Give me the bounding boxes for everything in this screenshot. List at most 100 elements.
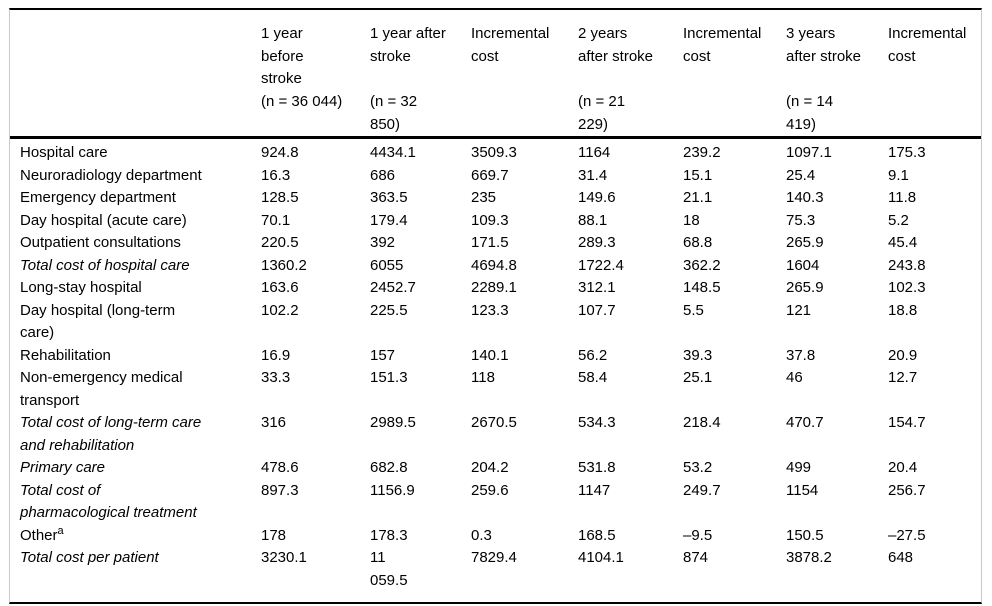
table-row: Othera 178 178.3 0.3 168.5 –9.5 150.5 –27.5 xyxy=(10,525,981,548)
cell-value: 316 xyxy=(261,414,287,431)
header-title: Incremental cost xyxy=(888,25,967,65)
cell-value: 102.3 xyxy=(888,279,926,296)
cell-value: 2452.7 xyxy=(370,279,416,296)
row-label: Total cost of pharmacological treatment xyxy=(20,481,197,522)
row-label: Non-emergency medical transport xyxy=(20,369,183,409)
cell-value: 58.4 xyxy=(578,369,608,386)
cell-value: 128.5 xyxy=(261,189,299,206)
cell-value: 178.3 xyxy=(370,526,408,544)
cell-value: 25.1 xyxy=(683,369,713,386)
cell-value: 1154 xyxy=(786,481,819,499)
cell-value: 259.6 xyxy=(471,481,509,499)
cell-value: 168.5 xyxy=(578,526,616,544)
cell-value: 11 059.5 xyxy=(370,549,408,589)
cell-value: 3230.1 xyxy=(261,549,307,566)
cell-value: 265.9 xyxy=(786,234,824,251)
cell-value: 534.3 xyxy=(578,414,616,431)
cost-table: 1 year before stroke (n = 36 044) 1 year… xyxy=(10,10,981,602)
cell-value: 648 xyxy=(888,549,914,566)
cell-value: 46 xyxy=(786,369,803,386)
header-cell-incremental-2: Incremental cost xyxy=(683,10,786,139)
cell-value: 218.4 xyxy=(683,414,721,431)
row-label: Day hospital (long-term care) xyxy=(20,301,176,342)
cell-value: 171.5 xyxy=(471,234,509,251)
cell-value: 88.1 xyxy=(578,211,608,229)
table-row: Emergency department 128.5 363.5 235 149.6 21… xyxy=(10,187,981,210)
cell-value: 265.9 xyxy=(786,279,824,296)
table-row: Total cost per patient 3230.1 11 059.5 7829… xyxy=(10,547,981,602)
cell-value: 15.1 xyxy=(683,166,713,184)
header-title: 1 year after stroke xyxy=(370,25,446,65)
cell-value: 7829.4 xyxy=(471,549,517,566)
header-cell-incremental-1: Incremental cost xyxy=(471,10,578,139)
table-row: Total cost of hospital care 1360.2 6055 469… xyxy=(10,255,981,278)
header-cell-incremental-3: Incremental cost xyxy=(888,10,981,139)
cell-value: 33.3 xyxy=(261,369,291,386)
cell-value: 1097.1 xyxy=(786,144,832,161)
table-row: Day hospital (acute care) 70.1 179.4 109.3 8… xyxy=(10,210,981,233)
header-cell-empty xyxy=(10,10,261,139)
header-row: 1 year before stroke (n = 36 044) 1 year… xyxy=(10,10,981,139)
row-label: Total cost per patient xyxy=(20,549,159,566)
table-row: Hospital care 924.8 4434.1 3509.3 1164 239.2 1… xyxy=(10,138,981,165)
cell-value: 312.1 xyxy=(578,279,616,296)
cell-value: 118 xyxy=(471,369,495,386)
header-cell-1yr-before: 1 year before stroke (n = 36 044) xyxy=(261,10,370,139)
cell-value: 289.3 xyxy=(578,234,616,251)
table-row: Day hospital (long-term care) 102.2 225.5 1… xyxy=(10,300,981,345)
table-frame: 1 year before stroke (n = 36 044) 1 year… xyxy=(9,8,982,604)
cell-value: 18 xyxy=(683,211,700,229)
cell-value: 39.3 xyxy=(683,346,713,364)
cell-value: 20.4 xyxy=(888,459,918,476)
table-row: Long-stay hospital 163.6 2452.7 2289.1 312.1… xyxy=(10,277,981,300)
cell-value: 109.3 xyxy=(471,211,509,229)
cell-value: 25.4 xyxy=(786,166,816,184)
cell-value: 499 xyxy=(786,459,812,476)
cell-value: 1147 xyxy=(578,481,611,499)
cell-value: 151.3 xyxy=(370,369,408,386)
cell-value: 31.4 xyxy=(578,166,608,184)
cell-value: 56.2 xyxy=(578,346,608,364)
table-row: Outpatient consultations 220.5 392 171.5 289… xyxy=(10,232,981,255)
table-header: 1 year before stroke (n = 36 044) 1 year… xyxy=(10,10,981,139)
cell-value: 9.1 xyxy=(888,166,909,184)
table-row: Non-emergency medical transport 33.3 151.3… xyxy=(10,367,981,412)
cell-value: 5.2 xyxy=(888,211,909,229)
cell-value: 392 xyxy=(370,234,396,251)
row-label: Emergency department xyxy=(20,189,176,206)
row-label: Long-stay hospital xyxy=(20,279,142,296)
cell-value: 243.8 xyxy=(888,256,926,274)
cell-value: 107.7 xyxy=(578,301,616,319)
cell-value: 4434.1 xyxy=(370,144,416,161)
row-label: Neuroradiology department xyxy=(20,166,202,184)
cell-value: 2670.5 xyxy=(471,414,517,431)
cell-value: 225.5 xyxy=(370,301,408,319)
cell-value: –27.5 xyxy=(888,526,926,544)
cell-value: 12.7 xyxy=(888,369,918,386)
cell-value: 5.5 xyxy=(683,301,704,319)
cell-value: 874 xyxy=(683,549,709,566)
cell-value: 16.3 xyxy=(261,166,291,184)
cell-value: 140.3 xyxy=(786,189,824,206)
cell-value: 140.1 xyxy=(471,346,509,364)
cell-value: 362.2 xyxy=(683,256,721,274)
cell-value: 3878.2 xyxy=(786,549,832,566)
header-title: 2 years after stroke xyxy=(578,25,654,65)
cell-value: 45.4 xyxy=(888,234,918,251)
cell-value: 682.8 xyxy=(370,459,408,476)
cell-value: 204.2 xyxy=(471,459,509,476)
header-cell-2yr-after: 2 years after stroke (n = 21 229) xyxy=(578,10,683,139)
cell-value: 0.3 xyxy=(471,526,492,544)
cell-value: 897.3 xyxy=(261,481,299,499)
header-sample-size: (n = 36 044) xyxy=(261,93,343,110)
cell-value: 1164 xyxy=(578,144,611,161)
table-row: Total cost of long-term care and rehabil… xyxy=(10,412,981,457)
table-row: Total cost of pharmacological treatment 8… xyxy=(10,480,981,525)
row-label: Hospital care xyxy=(20,144,108,161)
cell-value: 4104.1 xyxy=(578,549,624,566)
row-label: Total cost of long-term care and rehabil… xyxy=(20,414,202,454)
cell-value: 2289.1 xyxy=(471,279,517,296)
cell-value: 235 xyxy=(471,189,497,206)
cell-value: 478.6 xyxy=(261,459,299,476)
cell-value: 1156.9 xyxy=(370,481,415,499)
